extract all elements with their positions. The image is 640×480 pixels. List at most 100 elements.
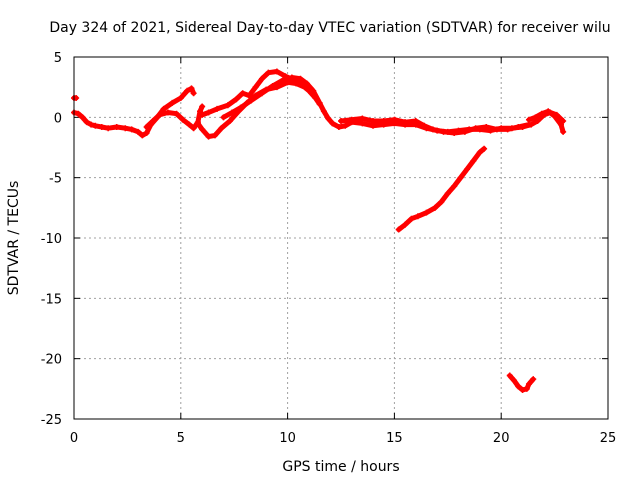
y-tick-label: -25 <box>41 413 62 428</box>
data-point <box>476 149 483 156</box>
data-point <box>335 123 342 130</box>
grid-layer <box>74 57 608 419</box>
data-point <box>83 119 90 126</box>
data-point <box>303 80 310 87</box>
data-point <box>461 128 468 135</box>
data-point <box>135 128 142 135</box>
data-point <box>233 96 240 103</box>
data-point <box>525 116 532 123</box>
data-point <box>506 372 513 379</box>
ticks-layer: 0 5 10 15 20 25 5 0 -5 -10 -15 -20 -25 <box>41 51 617 446</box>
data-point <box>519 387 526 394</box>
data-point <box>248 97 255 104</box>
data-point <box>391 116 398 123</box>
data-point <box>98 123 105 130</box>
data-point <box>224 102 231 109</box>
data-point <box>504 126 511 133</box>
data-point <box>79 114 86 121</box>
data-point <box>169 99 176 106</box>
data-point <box>113 123 120 130</box>
x-tick-label: 10 <box>279 431 296 446</box>
data-point <box>239 90 246 97</box>
data-point <box>472 125 479 132</box>
data-point <box>173 110 180 117</box>
data-point <box>451 130 458 137</box>
data-point <box>481 145 488 152</box>
y-tick-label: 5 <box>54 51 62 66</box>
chart-title: Day 324 of 2021, Sidereal Day-to-day VTE… <box>49 20 610 36</box>
data-point <box>143 123 150 130</box>
data-point <box>395 226 402 233</box>
data-point <box>139 132 146 139</box>
data-point <box>92 122 99 129</box>
data-point <box>470 157 477 164</box>
data-point <box>464 166 471 173</box>
data-point <box>220 114 227 121</box>
data-point <box>164 109 171 116</box>
data-point <box>280 76 287 83</box>
data-point <box>188 85 195 92</box>
data-point <box>179 116 186 123</box>
data-point <box>75 110 82 117</box>
data-point <box>197 108 204 115</box>
data-point <box>558 121 565 128</box>
y-tick-label: -15 <box>41 292 62 307</box>
data-point <box>316 99 323 106</box>
data-point <box>551 113 558 120</box>
data-point <box>186 121 193 128</box>
data-point <box>525 381 532 388</box>
data-point <box>150 117 157 124</box>
data-point <box>431 204 438 211</box>
data-point <box>402 221 409 228</box>
data-point <box>538 110 545 117</box>
data-point <box>214 105 221 112</box>
data-point <box>421 122 428 129</box>
data-point <box>451 183 458 190</box>
data-point <box>380 117 387 124</box>
y-axis-label: SDTVAR / TECUs <box>6 181 22 296</box>
data-point <box>297 75 304 82</box>
data-point <box>88 121 95 128</box>
data-point <box>530 376 537 383</box>
data-point <box>143 130 150 137</box>
data-point <box>348 116 355 123</box>
x-axis-label: GPS time / hours <box>282 459 399 475</box>
x-tick-label: 15 <box>386 431 403 446</box>
data-point <box>288 74 295 81</box>
x-tick-label: 0 <box>70 431 78 446</box>
data-point <box>423 209 430 216</box>
data-point <box>359 115 366 122</box>
series-line <box>71 85 197 138</box>
data-point <box>258 75 265 82</box>
data-point <box>229 109 236 116</box>
x-tick-label: 5 <box>177 431 185 446</box>
data-point <box>545 108 552 115</box>
data-point <box>523 385 530 392</box>
data-point <box>438 198 445 205</box>
data-point <box>493 126 500 133</box>
data-point <box>160 105 167 112</box>
data-point <box>237 104 244 111</box>
x-tick-label: 25 <box>600 431 617 446</box>
data-point <box>199 126 206 133</box>
y-tick-label: -10 <box>41 232 62 247</box>
data-point <box>429 126 436 133</box>
data-point <box>515 383 522 390</box>
data-point <box>440 128 447 135</box>
data-point <box>184 87 191 94</box>
y-tick-label: -20 <box>41 353 62 368</box>
data-point <box>205 133 212 140</box>
data-point <box>265 69 272 76</box>
data-point <box>105 125 112 132</box>
data-point <box>128 126 135 133</box>
data-point <box>258 90 265 97</box>
x-tick-label: 20 <box>493 431 510 446</box>
data-point <box>325 115 332 122</box>
data-point <box>269 82 276 89</box>
data-point <box>122 125 129 132</box>
data-point <box>532 114 539 121</box>
data-point <box>156 111 163 118</box>
data-point <box>211 132 218 139</box>
data-point <box>515 123 522 130</box>
